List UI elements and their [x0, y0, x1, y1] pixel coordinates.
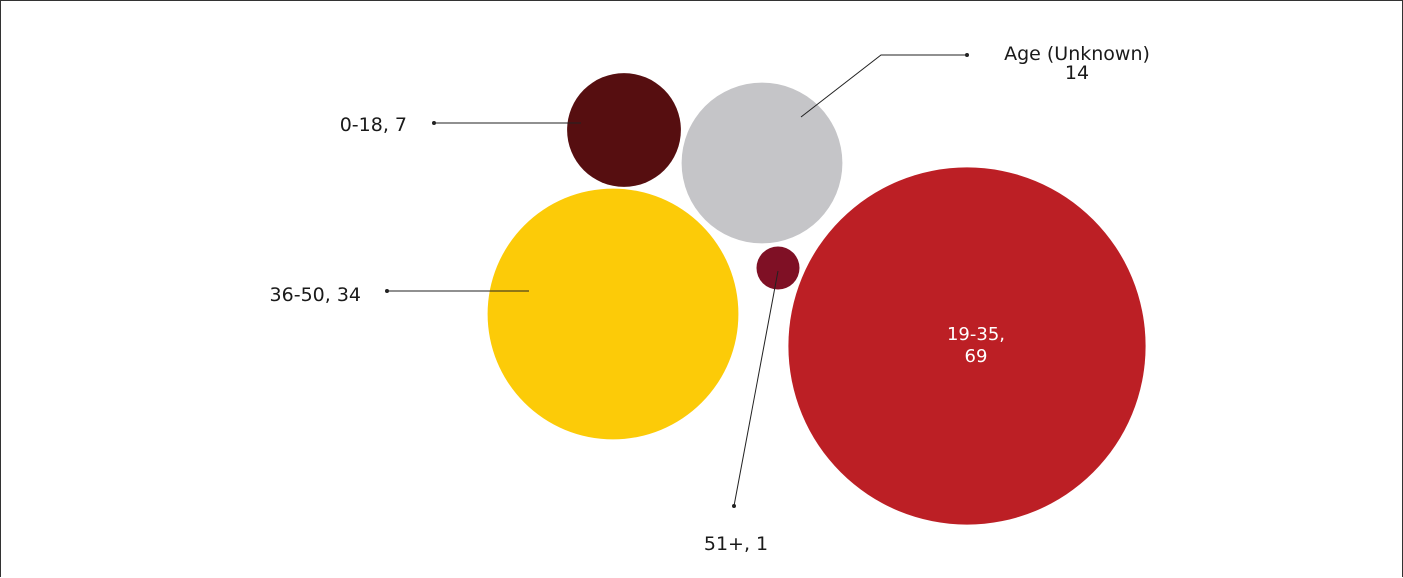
- bubble-0-18: [567, 73, 681, 187]
- data-label-age-unknown: Age (Unknown): [1004, 43, 1150, 65]
- leader-dot-51: [732, 504, 736, 508]
- data-label-19-35: 19-35,: [947, 324, 1005, 345]
- bubble-36-50: [487, 188, 739, 440]
- leader-dot-age-unknown: [965, 53, 969, 57]
- leader-line-age-unknown: [800, 54, 967, 118]
- data-label-value-19-35: 69: [965, 346, 988, 367]
- data-label-value-age-unknown: 14: [1065, 62, 1089, 84]
- leader-line-51: [733, 270, 779, 507]
- bubble-51: [756, 246, 800, 290]
- bubble-age-unknown: [681, 82, 843, 244]
- bubble-19-35: [788, 167, 1146, 525]
- data-label-36-50: 36-50, 34: [270, 284, 361, 306]
- leader-dot-0-18: [432, 121, 436, 125]
- data-label-51: 51+, 1: [704, 533, 768, 555]
- leader-dot-36-50: [385, 289, 389, 293]
- data-label-0-18: 0-18, 7: [340, 114, 407, 136]
